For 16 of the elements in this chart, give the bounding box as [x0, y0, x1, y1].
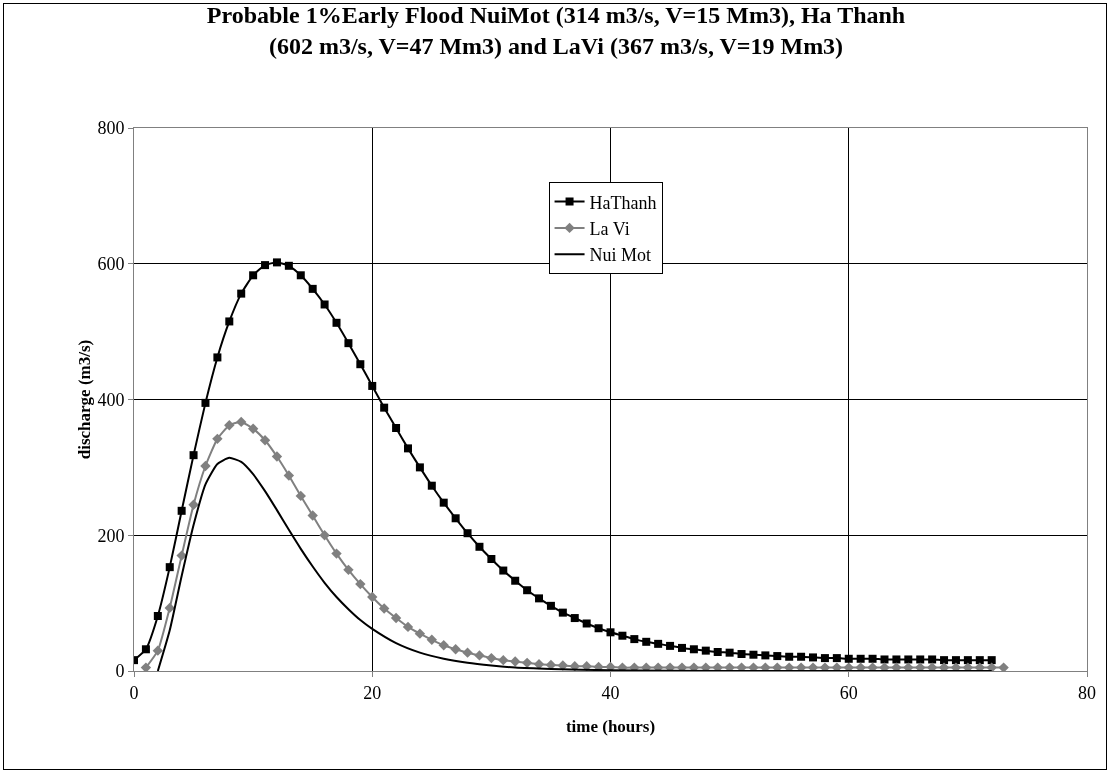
- x-tick-label: 80: [1078, 682, 1096, 703]
- y-tick-label: 800: [97, 118, 125, 139]
- y-tick-label: 200: [97, 525, 125, 546]
- legend-label: Nui Mot: [589, 245, 652, 266]
- x-tick-label: 40: [601, 682, 620, 703]
- y-tick-label: 400: [97, 389, 125, 410]
- legend-label: HaThanh: [589, 192, 657, 213]
- y-tick-label: 0: [115, 661, 125, 682]
- y-tick-label: 600: [97, 254, 125, 275]
- legend-label: La Vi: [589, 218, 630, 239]
- y-axis-title: discharge (m3/s): [75, 339, 94, 460]
- x-tick-label: 60: [839, 682, 858, 703]
- x-tick-label: 0: [129, 682, 139, 703]
- x-axis-title: time (hours): [565, 717, 656, 736]
- chart-title: Probable 1%Early Flood NuiMot (314 m3/s, V=15 Mm3), Ha Thanh (602 m3/s, V=47 Mm3) and LaVi (367 m3/s, V=19 Mm3): [206, 2, 906, 60]
- x-tick-label: 20: [363, 682, 382, 703]
